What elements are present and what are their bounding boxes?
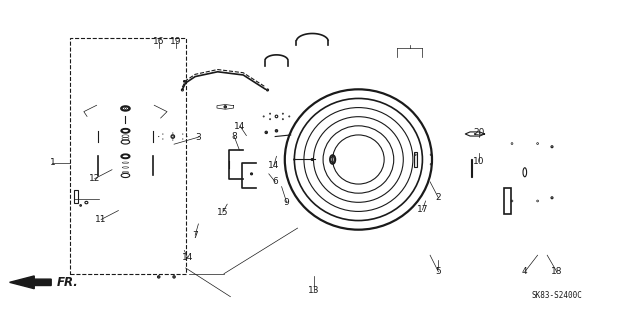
Bar — [471, 160, 472, 177]
Text: 14: 14 — [234, 122, 246, 130]
Text: FR.: FR. — [56, 276, 78, 289]
Text: 9: 9 — [284, 198, 289, 207]
Text: 4: 4 — [522, 267, 527, 276]
Text: 6: 6 — [273, 177, 278, 186]
Bar — [504, 188, 511, 214]
Text: 3: 3 — [196, 133, 201, 142]
Text: SK83-S2400C: SK83-S2400C — [531, 291, 582, 300]
Text: 1: 1 — [50, 158, 55, 167]
Text: 19: 19 — [170, 37, 182, 46]
Text: 8: 8 — [232, 132, 237, 141]
Text: 2: 2 — [436, 193, 441, 202]
Text: 12: 12 — [89, 174, 100, 183]
Text: 14: 14 — [182, 253, 193, 262]
Text: 7: 7 — [193, 231, 198, 240]
Text: 16: 16 — [153, 37, 164, 46]
Text: 13: 13 — [308, 286, 319, 295]
Text: 14: 14 — [268, 161, 280, 170]
Text: 5: 5 — [436, 267, 441, 276]
Bar — [70, 38, 186, 274]
Text: 10: 10 — [473, 157, 484, 166]
Bar — [74, 190, 77, 203]
Text: 18: 18 — [551, 267, 563, 276]
Text: 11: 11 — [95, 215, 107, 224]
Polygon shape — [10, 276, 51, 289]
Text: 15: 15 — [217, 208, 228, 217]
Text: 20: 20 — [473, 128, 484, 137]
Bar — [413, 152, 417, 167]
Text: 17: 17 — [417, 205, 428, 214]
